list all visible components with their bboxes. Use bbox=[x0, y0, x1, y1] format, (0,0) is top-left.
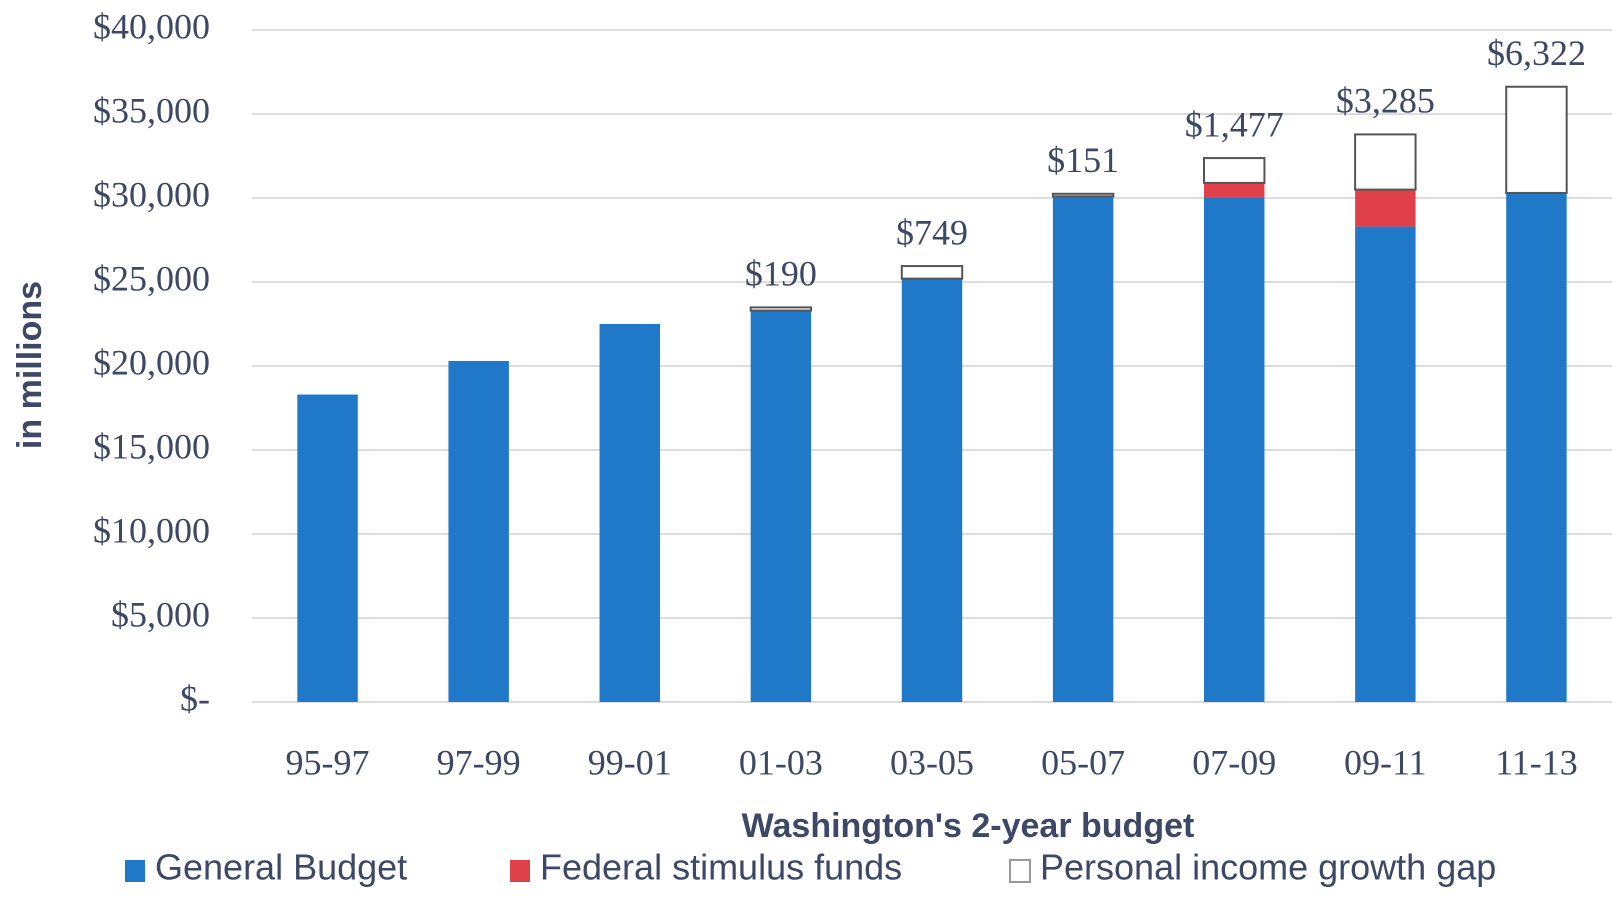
bar-segment bbox=[1051, 192, 1115, 198]
y-tick-label: $10,000 bbox=[93, 510, 210, 550]
bar-segment bbox=[1204, 182, 1265, 198]
x-tick-label: 09-11 bbox=[1344, 742, 1427, 782]
x-tick-label: 95-97 bbox=[286, 742, 370, 782]
value-label: $190 bbox=[745, 254, 817, 294]
legend-label: General Budget bbox=[155, 847, 407, 888]
x-tick-label: 01-03 bbox=[739, 742, 823, 782]
y-tick-label: $- bbox=[180, 678, 210, 718]
x-tick-label: 97-99 bbox=[437, 742, 521, 782]
x-tick-label: 07-09 bbox=[1192, 742, 1276, 782]
bar-segment bbox=[1355, 189, 1416, 227]
x-tick-label: 03-05 bbox=[890, 742, 974, 782]
value-label: $749 bbox=[896, 212, 968, 252]
value-label: $3,285 bbox=[1336, 81, 1435, 121]
legend-label: Personal income growth gap bbox=[1040, 847, 1496, 888]
bar-segment bbox=[1052, 196, 1114, 702]
bar-segment bbox=[1505, 85, 1568, 194]
bar-segment bbox=[750, 310, 812, 702]
bar-segment bbox=[1203, 157, 1266, 184]
value-label: $1,477 bbox=[1185, 104, 1284, 144]
y-tick-label: $25,000 bbox=[93, 258, 210, 298]
legend-swatch bbox=[125, 860, 145, 882]
y-tick-label: $35,000 bbox=[93, 90, 210, 130]
legend-swatch bbox=[1009, 859, 1031, 883]
value-label: $6,322 bbox=[1487, 33, 1586, 73]
y-tick-label: $40,000 bbox=[93, 6, 210, 46]
bar-segment bbox=[1354, 133, 1417, 191]
x-tick-label: 11-13 bbox=[1495, 742, 1578, 782]
x-tick-label: 99-01 bbox=[588, 742, 672, 782]
y-tick-label: $15,000 bbox=[93, 426, 210, 466]
legend-label: Federal stimulus funds bbox=[540, 847, 902, 888]
x-tick-label: 05-07 bbox=[1041, 742, 1125, 782]
y-tick-label: $30,000 bbox=[93, 174, 210, 214]
legend-swatch bbox=[510, 860, 530, 882]
bar-segment bbox=[448, 360, 509, 702]
bar-segment bbox=[1355, 226, 1416, 702]
bar-segment bbox=[599, 324, 660, 702]
y-axis-label: in millions bbox=[11, 281, 49, 449]
bar-segment bbox=[1204, 198, 1265, 702]
bar-segment bbox=[900, 265, 964, 280]
x-axis-label: Washington's 2-year budget bbox=[742, 807, 1195, 845]
bar-segment bbox=[1506, 192, 1567, 702]
value-label: $151 bbox=[1047, 140, 1119, 180]
y-tick-label: $20,000 bbox=[93, 342, 210, 382]
bar-segment bbox=[901, 278, 963, 702]
bar-segment bbox=[749, 306, 813, 312]
y-tick-label: $5,000 bbox=[111, 594, 210, 634]
bar-segment bbox=[297, 394, 358, 702]
